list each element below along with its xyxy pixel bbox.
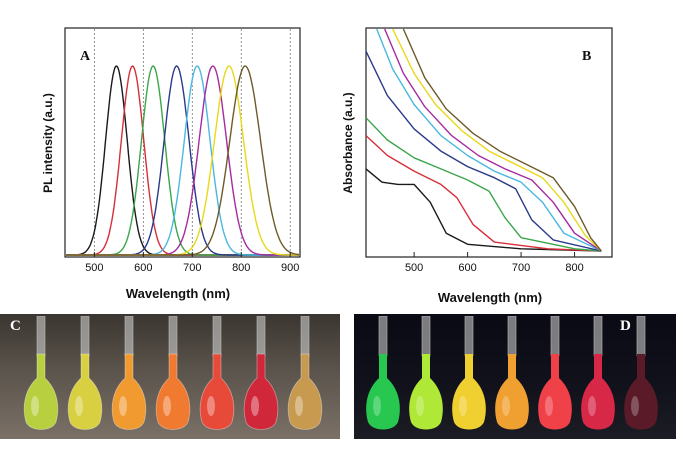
panel-a-pl-spectra: 500 600 700 800 900 A Wavelength (nm) PL int…	[41, 27, 301, 301]
flask-highlight	[295, 396, 303, 416]
flask-body	[409, 354, 443, 430]
flask-body	[155, 353, 191, 430]
flask	[23, 316, 59, 430]
panel-a-y-axis-label: PL intensity (a.u.)	[41, 93, 55, 193]
flask-highlight	[251, 396, 259, 416]
flask-neck	[36, 316, 46, 357]
flask-body	[495, 354, 529, 430]
panel-a-x-ticks: 500 600 700 800 900	[85, 252, 299, 274]
flask	[538, 316, 572, 430]
flask-neck	[300, 316, 310, 357]
flask-neck	[593, 316, 603, 357]
panel-b-label: B	[582, 49, 591, 64]
flask	[409, 316, 443, 430]
photo-d-label: D	[620, 318, 631, 334]
absorbance-curve	[365, 168, 602, 252]
flask	[624, 316, 658, 430]
flask	[366, 316, 400, 430]
x-tick-label: 800	[232, 262, 250, 274]
x-tick-label: 800	[565, 262, 583, 274]
flask-neck	[168, 316, 178, 357]
flask-highlight	[75, 396, 83, 416]
flask-highlight	[545, 396, 553, 416]
flask-neck	[507, 316, 517, 357]
flask	[67, 316, 103, 430]
pl-curve	[66, 65, 300, 256]
panel-a-frame	[64, 27, 301, 258]
absorbance-curve	[365, 117, 602, 252]
flask-body	[199, 353, 235, 430]
flask	[495, 316, 529, 430]
flask-highlight	[416, 396, 424, 416]
flask	[155, 316, 191, 430]
panel-b-frame	[365, 27, 613, 258]
flask-highlight	[588, 396, 596, 416]
photo-c-label: C	[10, 318, 21, 334]
flask-body	[452, 354, 486, 430]
x-tick-label: 700	[512, 262, 530, 274]
flask-body	[287, 353, 323, 430]
panel-b-x-axis-label: Wavelength (nm)	[438, 290, 542, 305]
flask-neck	[378, 316, 388, 357]
flask-neck	[550, 316, 560, 357]
flask-neck	[256, 316, 266, 357]
flask-neck	[421, 316, 431, 357]
absorbance-curve	[365, 135, 602, 252]
photo-c-flasks-daylight: C	[0, 314, 340, 439]
flask-neck	[80, 316, 90, 357]
flask-highlight	[502, 396, 510, 416]
flask-body	[67, 353, 103, 430]
flask	[111, 316, 147, 430]
x-tick-label: 500	[85, 262, 103, 274]
panel-a-curves	[66, 65, 300, 256]
photo-d-flasks-uv: D	[354, 314, 676, 439]
flask-highlight	[163, 396, 171, 416]
flask-highlight	[119, 396, 127, 416]
absorbance-curve	[392, 28, 602, 252]
x-tick-label: 700	[183, 262, 201, 274]
flask-neck	[124, 316, 134, 357]
absorbance-curve	[376, 28, 602, 252]
panel-b-y-axis-label: Absorbance (a.u.)	[341, 92, 355, 193]
flask	[243, 316, 279, 430]
flask-body	[111, 353, 147, 430]
flask-highlight	[31, 396, 39, 416]
absorbance-curve	[365, 50, 602, 252]
panel-b-x-ticks: 500 600 700 800	[405, 252, 584, 274]
flask-neck	[464, 316, 474, 357]
flask-highlight	[373, 396, 381, 416]
flask	[199, 316, 235, 430]
x-tick-label: 500	[405, 262, 423, 274]
flask-body	[366, 354, 400, 430]
x-tick-label: 600	[134, 262, 152, 274]
absorbance-curve	[402, 28, 602, 252]
absorbance-curve	[384, 28, 602, 252]
flask-body	[243, 353, 279, 430]
panel-a-label: A	[80, 49, 91, 64]
flask-body	[581, 354, 615, 430]
flask-highlight	[459, 396, 467, 416]
panel-b-curves	[365, 28, 602, 252]
flask-neck	[212, 316, 222, 357]
flask-body	[624, 354, 658, 430]
flask-highlight	[207, 396, 215, 416]
flask	[287, 316, 323, 430]
flask-body	[538, 354, 572, 430]
x-tick-label: 600	[458, 262, 476, 274]
x-tick-label: 900	[281, 262, 299, 274]
flask	[452, 316, 486, 430]
panel-b-absorbance-spectra: 500 600 700 800 B Wavelength (nm) Absorbanc…	[341, 27, 613, 305]
flask-highlight	[631, 396, 639, 416]
flask-body	[23, 353, 59, 430]
panel-a-x-axis-label: Wavelength (nm)	[126, 286, 230, 301]
flask-neck	[636, 316, 646, 357]
flask	[581, 316, 615, 430]
